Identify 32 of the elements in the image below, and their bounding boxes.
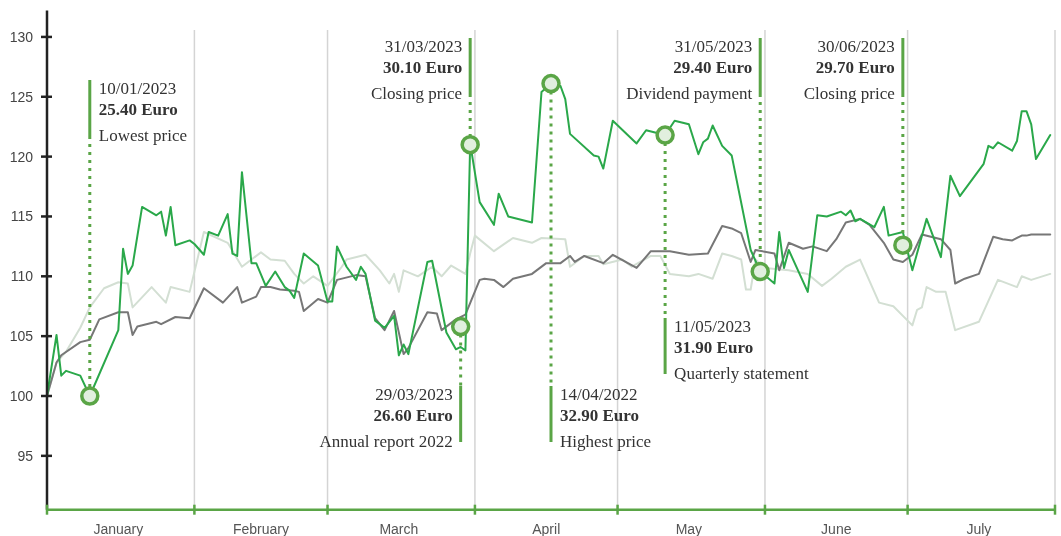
y-tick-label: 100 [9,387,34,404]
y-tick-label: 110 [10,268,34,285]
y-tick-label: 120 [9,148,34,165]
x-tick-label: February [232,520,289,536]
annotation: 10/01/2023 25.40 Euro Lowest price [98,78,188,145]
y-tick-label: 115 [10,208,34,225]
y-tick-label: 105 [9,328,34,345]
annotation: 29/03/2023 26.60 Euro Annual report 2022 [319,384,453,451]
y-tick-label: 95 [17,447,34,464]
point [655,125,675,145]
callout: 29/03/2023 26.60 Euro Annual report 2022 [319,326,463,451]
point [80,386,100,406]
callout: 31/03/2023 30.10 Euro Closing price [371,36,472,145]
point [460,134,480,155]
point [541,73,561,94]
point [750,261,770,282]
y-tick-label: 125 [9,88,34,105]
x-tick-label: April [532,520,561,536]
annotation: 31/03/2023 30.10 Euro Closing price [371,36,463,103]
annotation: 14/04/2022 32.90 Euro Highest price [560,384,652,451]
annotation: 11/05/2023 31.90 Euro Quarterly statement [674,316,809,383]
annotation: 30/06/2023 29.70 Euro Closing price [803,36,895,103]
x-tick-label: July [966,520,992,536]
x-tick-label: May [675,520,703,536]
point [893,235,913,255]
x-tick-label: January [93,520,144,536]
x-tick-label: March [379,520,419,536]
point [450,316,471,337]
y-tick-label: 130 [9,28,34,45]
x-tick-label: June [821,520,852,536]
callout: 10/01/2023 25.40 Euro Lowest price [88,78,188,396]
annotation: 31/05/2023 29.40 Euro Dividend payment [626,36,753,103]
